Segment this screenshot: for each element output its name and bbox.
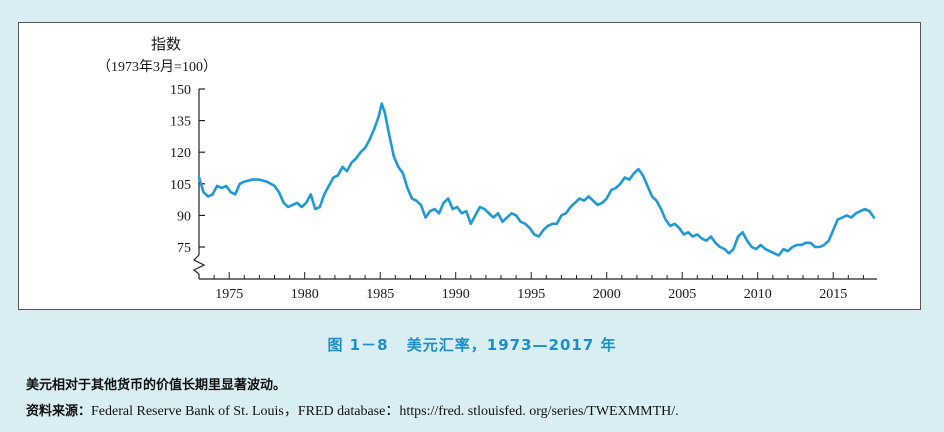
y-tick-label-150: 150 bbox=[170, 83, 191, 98]
x-tick-label-1980: 1980 bbox=[291, 287, 319, 302]
x-tick-label-1995: 1995 bbox=[517, 287, 545, 302]
series-line-0 bbox=[197, 102, 876, 257]
figure-note: 美元相对于其他货币的价值长期里显著波动。 bbox=[26, 378, 287, 393]
x-tick-label-2000: 2000 bbox=[593, 287, 621, 302]
y-tick-label-120: 120 bbox=[170, 146, 191, 161]
ticks: 75 90 105 120 135 150 1975 1980 1985 1990 1995 2000… bbox=[170, 83, 864, 302]
figure-number: 图 1－8 bbox=[327, 336, 389, 354]
y-tick-label-105: 105 bbox=[170, 178, 191, 193]
x-tick-label-1975: 1975 bbox=[215, 287, 243, 302]
y-axis-break bbox=[192, 254, 206, 279]
source-text: Federal Reserve Bank of St. Louis，FRED d… bbox=[91, 404, 679, 419]
axes bbox=[192, 89, 877, 280]
y-tick-label-135: 135 bbox=[170, 115, 191, 130]
y-axis-title: 指数 bbox=[151, 36, 181, 53]
series-layer bbox=[197, 102, 876, 257]
figure-title: 美元汇率，1973—2017 年 bbox=[406, 336, 617, 354]
exchange-rate-chart: 指数 （1973年3月=100） 75 90 105 120 135 150 1975 198… bbox=[97, 36, 877, 302]
y-tick-label-90: 90 bbox=[177, 209, 191, 224]
x-tick-label-2015: 2015 bbox=[819, 287, 847, 302]
x-tick-label-2010: 2010 bbox=[744, 287, 772, 302]
y-axis-subtitle: （1973年3月=100） bbox=[97, 59, 217, 75]
source-note: 资料来源：Federal Reserve Bank of St. Louis，F… bbox=[26, 400, 679, 420]
chart-panel: 指数 （1973年3月=100） 75 90 105 120 135 150 1975 198… bbox=[18, 22, 921, 310]
figure-caption: 图 1－8 美元汇率，1973—2017 年 bbox=[0, 334, 944, 355]
x-tick-label-2005: 2005 bbox=[668, 287, 696, 302]
x-tick-label-1985: 1985 bbox=[366, 287, 394, 302]
source-label: 资料来源： bbox=[26, 404, 92, 419]
y-tick-label-75: 75 bbox=[177, 241, 191, 256]
x-tick-label-1990: 1990 bbox=[442, 287, 470, 302]
